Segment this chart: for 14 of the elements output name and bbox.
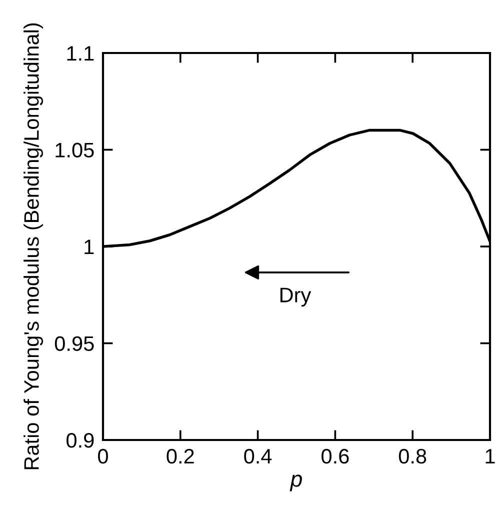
y-tick-label: 0.9 (66, 433, 94, 448)
x-tick-label: 0.2 (166, 448, 194, 464)
x-tick-label: 0.6 (322, 448, 349, 464)
y-tick-label: 1 (84, 240, 94, 254)
x-tick-label: 0.4 (244, 448, 272, 464)
x-tick-label: 0 (98, 448, 108, 464)
annotation: Dry (280, 288, 312, 307)
y-tick-label: 0.95 (54, 336, 94, 352)
y-axis-title: Ratio of Young's modulus (Bending/Longitudinal) (24, 23, 44, 470)
x-axis-title: p (290, 474, 302, 492)
x-tick-label: 0.8 (398, 448, 426, 464)
y-tick-label: 1.05 (56, 142, 94, 158)
x-tick-label: 1 (486, 449, 495, 464)
y-tick-label: 1.1 (67, 46, 94, 61)
